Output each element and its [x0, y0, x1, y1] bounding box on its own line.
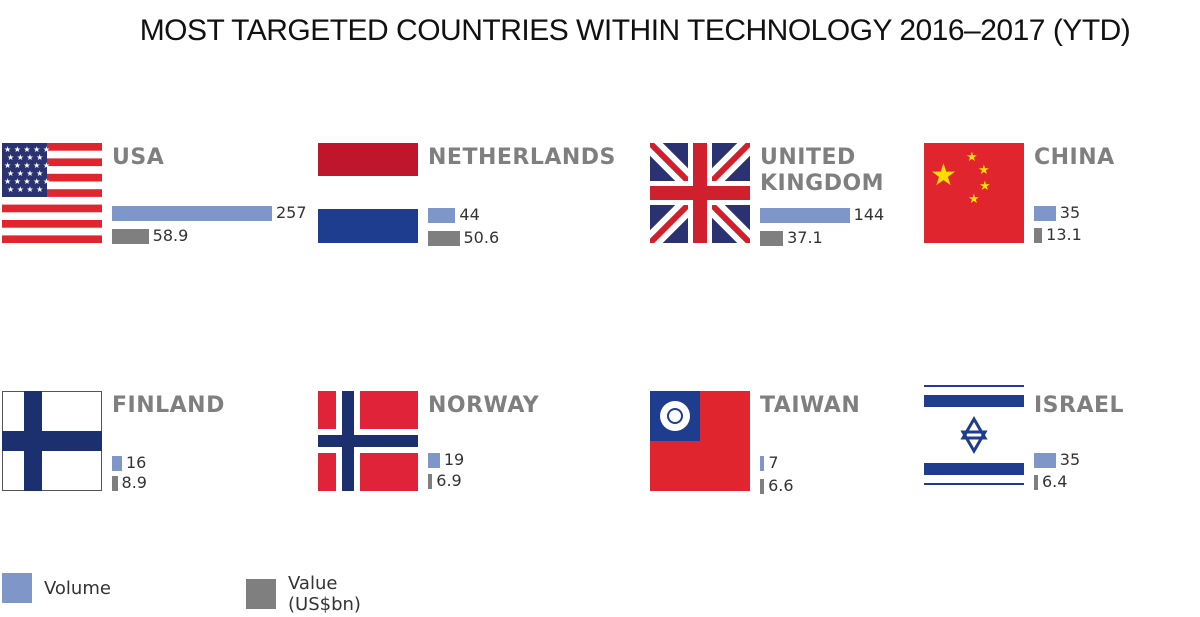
value-bar-row-united-kingdom: 37.1: [760, 230, 823, 246]
value-label: 50.6: [463, 228, 500, 247]
svg-text:★: ★: [979, 179, 991, 194]
volume-bar-row-china: 35: [1034, 205, 1080, 221]
china-flag-icon: ★ ★ ★ ★ ★: [924, 143, 1024, 243]
volume-bar-row-united-kingdom: 144: [760, 207, 884, 223]
country-name-china: CHINA: [1034, 145, 1115, 170]
value-label: 37.1: [787, 228, 823, 247]
chart-title: MOST TARGETED COUNTRIES WITHIN TECHNOLOG…: [139, 14, 1131, 47]
country-panel-israel: ISRAEL 35 6.4: [924, 385, 1200, 545]
finland-flag-icon: [2, 391, 102, 491]
volume-bar: [112, 205, 272, 221]
value-label: 13.1: [1046, 225, 1082, 244]
israel-flag-icon: [924, 385, 1024, 485]
legend-label-value: Value (US$bn): [288, 573, 361, 615]
value-bar-row-china: 13.1: [1034, 227, 1082, 243]
country-panel-taiwan: TAIWAN 7 6.6: [650, 391, 950, 551]
legend-label-volume: Volume: [44, 577, 111, 599]
volume-bar: [428, 207, 456, 223]
volume-bar: [428, 452, 440, 468]
svg-text:★ ★ ★ ★: ★ ★ ★ ★: [7, 169, 43, 178]
volume-bar-row-israel: 35: [1034, 452, 1080, 468]
volume-label: 35: [1059, 203, 1081, 222]
volume-label: 257: [276, 203, 307, 222]
value-label: 58.9: [152, 226, 189, 245]
value-label: 6.4: [1042, 472, 1068, 491]
country-panel-united-kingdom: UNITED KINGDOM 144 37.1: [650, 143, 950, 303]
value-bar-row-norway: 6.9: [428, 473, 462, 489]
svg-text:★ ★ ★ ★ ★: ★ ★ ★ ★ ★: [4, 177, 50, 186]
volume-label: 144: [853, 205, 885, 224]
country-panel-finland: FINLAND 16 8.9: [2, 391, 302, 551]
country-panel-netherlands: NETHERLANDS 44 50.6: [318, 143, 618, 303]
country-panel-china: ★ ★ ★ ★ ★ CHINA 35 13.1: [924, 143, 1200, 303]
value-bar: [760, 478, 765, 494]
volume-bar: [760, 455, 765, 471]
country-name-netherlands: NETHERLANDS: [428, 145, 616, 170]
volume-bar: [112, 455, 122, 471]
svg-text:★ ★ ★ ★: ★ ★ ★ ★: [7, 185, 43, 194]
country-name-israel: ISRAEL: [1034, 393, 1125, 418]
volume-label: 16: [125, 453, 147, 472]
value-label: 6.9: [436, 471, 462, 490]
svg-text:★ ★ ★ ★ ★: ★ ★ ★ ★ ★: [4, 161, 50, 170]
value-bar: [112, 228, 149, 244]
norway-flag-icon: [318, 391, 418, 491]
volume-bar: [1034, 452, 1056, 468]
value-bar: [428, 230, 460, 246]
country-panel-norway: NORWAY 19 6.9: [318, 391, 618, 551]
country-name-taiwan: TAIWAN: [760, 393, 861, 418]
uk-flag-icon: [650, 143, 750, 243]
taiwan-flag-icon: [650, 391, 750, 491]
volume-bar-row-finland: 16: [112, 455, 146, 471]
svg-text:★: ★: [968, 192, 980, 207]
volume-bar-row-netherlands: 44: [428, 207, 480, 223]
volume-bar-row-taiwan: 7: [760, 455, 779, 471]
value-bar-row-israel: 6.4: [1034, 474, 1067, 490]
volume-label: 19: [443, 450, 465, 469]
country-name-norway: NORWAY: [428, 393, 540, 418]
country-name-united-kingdom: UNITED KINGDOM: [760, 145, 885, 196]
value-bar: [1034, 474, 1038, 490]
legend-swatch-value: [246, 579, 276, 609]
svg-text:★: ★: [930, 158, 957, 193]
value-bar: [428, 473, 433, 489]
netherlands-flag-icon: [318, 143, 418, 243]
legend-swatch-volume: [2, 573, 32, 603]
volume-label: 44: [459, 205, 480, 224]
country-name-usa: USA: [112, 145, 165, 170]
value-bar: [1034, 227, 1043, 243]
svg-text:★: ★: [978, 163, 990, 178]
legend-item-volume: Volume: [2, 573, 111, 603]
value-label: 6.6: [768, 476, 794, 495]
value-label: 8.9: [121, 473, 147, 492]
volume-bar-row-norway: 19: [428, 452, 464, 468]
country-name-finland: FINLAND: [112, 393, 225, 418]
volume-bar: [760, 207, 850, 223]
country-panel-usa: ★ ★ ★ ★ ★ ★ ★ ★ ★ ★ ★ ★ ★ ★ ★ ★ ★ ★ ★ ★ ★ …: [2, 143, 307, 303]
value-bar: [760, 230, 784, 246]
volume-label: 7: [768, 453, 779, 472]
svg-text:★ ★ ★ ★: ★ ★ ★ ★: [7, 153, 43, 162]
value-bar-row-taiwan: 6.6: [760, 478, 794, 494]
value-bar-row-usa: 58.9: [112, 228, 188, 244]
volume-label: 35: [1059, 450, 1081, 469]
volume-bar-row-usa: 257: [112, 205, 307, 221]
svg-text:★ ★ ★ ★ ★: ★ ★ ★ ★ ★: [4, 145, 50, 154]
value-bar: [112, 475, 118, 491]
volume-bar: [1034, 205, 1056, 221]
usa-flag-icon: ★ ★ ★ ★ ★ ★ ★ ★ ★ ★ ★ ★ ★ ★ ★ ★ ★ ★ ★ ★ ★ …: [2, 143, 102, 243]
svg-text:★: ★: [966, 150, 978, 165]
value-bar-row-finland: 8.9: [112, 475, 147, 491]
legend-item-value: Value (US$bn): [246, 573, 361, 615]
value-bar-row-netherlands: 50.6: [428, 230, 499, 246]
